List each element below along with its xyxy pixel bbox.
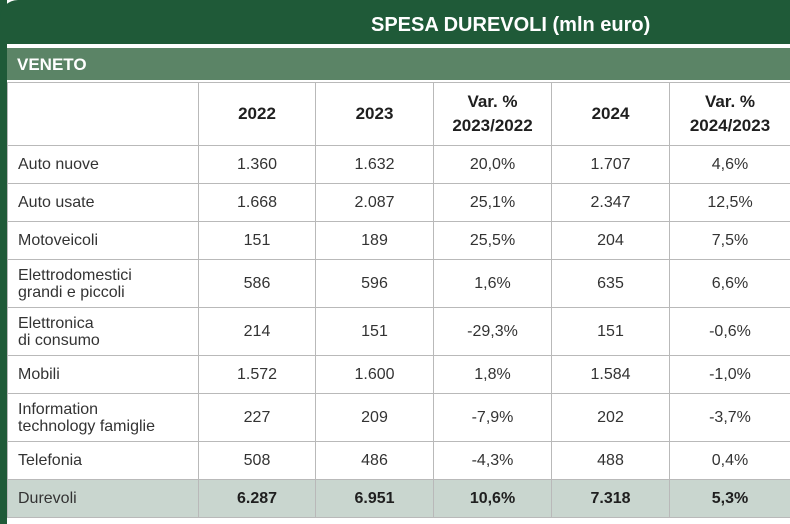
total-var-2024-2023: 5,3%	[669, 479, 790, 518]
table-title: SPESA DUREVOLI (mln euro)	[371, 14, 651, 36]
cell-2024: 635	[551, 259, 670, 308]
cell-var-2023-2022: 25,5%	[433, 221, 552, 260]
cell-var-2023-2022: -29,3%	[433, 307, 552, 356]
cell-var-2024-2023: 6,6%	[669, 259, 790, 308]
total-var-2023-2022: 10,6%	[433, 479, 552, 518]
cell-var-2024-2023: -0,6%	[669, 307, 790, 356]
column-header-var-2024-2023: Var. % 2024/2023	[669, 82, 790, 146]
cell-2022: 1.360	[198, 145, 316, 184]
cell-2024: 151	[551, 307, 670, 356]
cell-2022: 1.572	[198, 355, 316, 394]
table-row: Mobili 1.572 1.600 1,8% 1.584 -1,0%	[7, 355, 790, 394]
cell-2024: 2.347	[551, 183, 670, 222]
cell-2024: 488	[551, 441, 670, 480]
cell-2023: 1.600	[315, 355, 434, 394]
row-label: Auto nuove	[7, 145, 199, 184]
row-label: Auto usate	[7, 183, 199, 222]
cell-2023: 486	[315, 441, 434, 480]
row-label: Telefonia	[7, 441, 199, 480]
cell-2024: 202	[551, 393, 670, 442]
cell-var-2023-2022: 1,6%	[433, 259, 552, 308]
cell-2024: 1.707	[551, 145, 670, 184]
cell-2023: 189	[315, 221, 434, 260]
row-label: Motoveicoli	[7, 221, 199, 260]
total-2024: 7.318	[551, 479, 670, 518]
table-row: Telefonia 508 486 -4,3% 488 0,4%	[7, 441, 790, 480]
durables-table: 2022 2023 Var. % 2023/2022 2024 Var. % 2…	[7, 82, 790, 518]
cell-var-2024-2023: 0,4%	[669, 441, 790, 480]
cell-2024: 1.584	[551, 355, 670, 394]
cell-2022: 151	[198, 221, 316, 260]
cell-2022: 214	[198, 307, 316, 356]
region-bar: VENETO	[7, 48, 790, 80]
cell-2023: 596	[315, 259, 434, 308]
cell-var-2024-2023: -1,0%	[669, 355, 790, 394]
title-bar: SPESA DUREVOLI (mln euro)	[0, 0, 790, 44]
row-label: Elettronica di consumo	[7, 307, 199, 356]
table-row: Auto usate 1.668 2.087 25,1% 2.347 12,5%	[7, 183, 790, 222]
region-label: VENETO	[17, 55, 87, 74]
column-header-2022: 2022	[198, 82, 316, 146]
column-header-2024: 2024	[551, 82, 670, 146]
cell-var-2024-2023: -3,7%	[669, 393, 790, 442]
cell-2022: 508	[198, 441, 316, 480]
cell-var-2023-2022: 20,0%	[433, 145, 552, 184]
cell-var-2023-2022: 1,8%	[433, 355, 552, 394]
cell-2022: 586	[198, 259, 316, 308]
table-row: Elettronica di consumo 214 151 -29,3% 15…	[7, 307, 790, 356]
cell-var-2023-2022: -7,9%	[433, 393, 552, 442]
cell-var-2023-2022: -4,3%	[433, 441, 552, 480]
total-row: Durevoli 6.287 6.951 10,6% 7.318 5,3%	[7, 479, 790, 518]
cell-2023: 2.087	[315, 183, 434, 222]
cell-2023: 1.632	[315, 145, 434, 184]
table-row: Information technology famiglie 227 209 …	[7, 393, 790, 442]
cell-var-2024-2023: 7,5%	[669, 221, 790, 260]
cell-2022: 227	[198, 393, 316, 442]
row-label: Information technology famiglie	[7, 393, 199, 442]
row-label: Elettrodomestici grandi e piccoli	[7, 259, 199, 308]
total-2022: 6.287	[198, 479, 316, 518]
cell-var-2023-2022: 25,1%	[433, 183, 552, 222]
cell-2023: 209	[315, 393, 434, 442]
table-row: Elettrodomestici grandi e piccoli 586 59…	[7, 259, 790, 308]
table-row: Auto nuove 1.360 1.632 20,0% 1.707 4,6%	[7, 145, 790, 184]
column-header-2023: 2023	[315, 82, 434, 146]
cell-var-2024-2023: 4,6%	[669, 145, 790, 184]
table-row: Motoveicoli 151 189 25,5% 204 7,5%	[7, 221, 790, 260]
cell-2023: 151	[315, 307, 434, 356]
cell-var-2024-2023: 12,5%	[669, 183, 790, 222]
column-header-var-2023-2022: Var. % 2023/2022	[433, 82, 552, 146]
total-label: Durevoli	[7, 479, 199, 518]
cell-2024: 204	[551, 221, 670, 260]
column-header-label	[7, 82, 199, 146]
row-label: Mobili	[7, 355, 199, 394]
cell-2022: 1.668	[198, 183, 316, 222]
total-2023: 6.951	[315, 479, 434, 518]
